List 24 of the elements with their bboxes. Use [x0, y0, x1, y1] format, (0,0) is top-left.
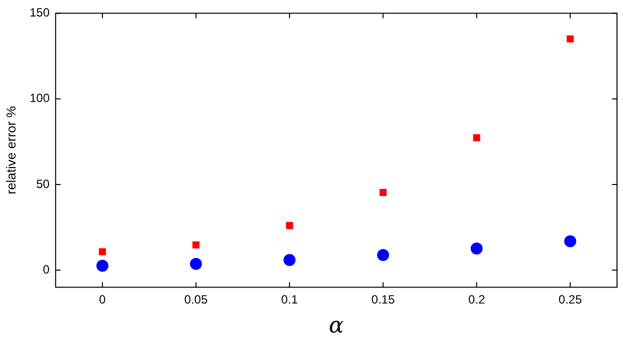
x-tick-label: 0.15	[371, 292, 396, 307]
y-tick-label: 50	[36, 176, 50, 191]
x-tick-label: 0	[99, 292, 106, 307]
point	[98, 248, 106, 256]
point	[377, 249, 390, 262]
y-tick-label: 100	[30, 91, 50, 106]
point	[380, 188, 387, 196]
point	[192, 241, 200, 248]
x-tick-label: 0.2	[468, 292, 486, 307]
x-tick-label: 0.1	[281, 292, 298, 307]
point	[564, 235, 576, 248]
point	[470, 242, 483, 254]
point	[284, 254, 296, 266]
point	[566, 35, 574, 42]
x-tick-label: 0.25	[558, 292, 582, 307]
y-axis-title: relative error %	[3, 106, 18, 194]
point	[473, 134, 480, 142]
y-tick-label: 0	[42, 262, 50, 276]
point	[190, 258, 202, 270]
x-tick-label: 0.05	[184, 292, 208, 307]
point	[286, 222, 294, 230]
y-tick-label: 150	[30, 6, 50, 20]
x-axis-title: α	[328, 314, 344, 339]
point	[96, 260, 108, 272]
